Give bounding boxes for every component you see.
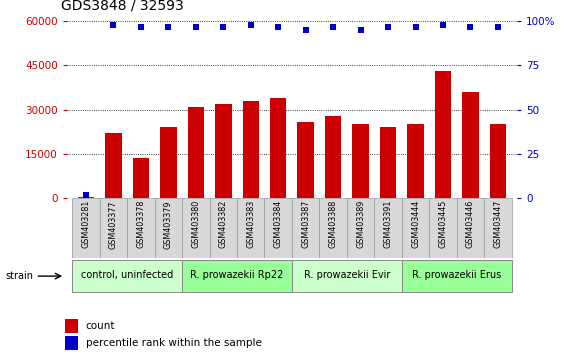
Text: control, uninfected: control, uninfected — [81, 270, 173, 280]
Point — [274, 24, 283, 29]
Point — [218, 24, 228, 29]
Point — [438, 22, 447, 28]
Bar — [182, 198, 210, 258]
Bar — [407, 125, 424, 198]
Bar — [490, 125, 506, 198]
Point — [328, 24, 338, 29]
Text: GSM403444: GSM403444 — [411, 200, 420, 248]
Text: percentile rank within the sample: percentile rank within the sample — [85, 338, 261, 348]
Bar — [237, 198, 264, 258]
Bar — [270, 98, 286, 198]
Bar — [352, 125, 369, 198]
Text: GSM403384: GSM403384 — [274, 200, 283, 248]
Bar — [72, 198, 100, 258]
Text: GSM403446: GSM403446 — [466, 200, 475, 248]
Point — [411, 24, 420, 29]
Point — [466, 24, 475, 29]
Text: GSM403388: GSM403388 — [329, 200, 338, 248]
Point — [191, 24, 200, 29]
Bar — [132, 159, 149, 198]
Bar — [429, 198, 457, 258]
Text: GSM403377: GSM403377 — [109, 200, 118, 249]
Text: GSM403445: GSM403445 — [439, 200, 447, 249]
Bar — [402, 260, 512, 292]
Bar — [457, 198, 484, 258]
Bar — [100, 198, 127, 258]
Text: GSM403387: GSM403387 — [301, 200, 310, 249]
Text: GSM403380: GSM403380 — [191, 200, 200, 248]
Bar — [462, 92, 479, 198]
Bar — [380, 127, 396, 198]
Bar — [127, 198, 155, 258]
Text: GSM403447: GSM403447 — [493, 200, 503, 249]
Text: strain: strain — [6, 271, 34, 281]
Bar — [374, 198, 402, 258]
Point — [109, 22, 118, 28]
Bar — [325, 116, 342, 198]
Bar — [105, 133, 122, 198]
Point — [164, 24, 173, 29]
Bar — [292, 198, 320, 258]
Bar — [64, 336, 78, 350]
Bar — [182, 260, 292, 292]
Text: GSM403383: GSM403383 — [246, 200, 255, 248]
Bar — [215, 104, 232, 198]
Bar — [264, 198, 292, 258]
Point — [137, 24, 146, 29]
Bar — [435, 72, 451, 198]
Bar — [484, 198, 512, 258]
Text: GDS3848 / 32593: GDS3848 / 32593 — [61, 0, 184, 12]
Bar — [155, 198, 182, 258]
Text: R. prowazekii Evir: R. prowazekii Evir — [304, 270, 390, 280]
Bar — [160, 127, 177, 198]
Text: count: count — [85, 321, 115, 331]
Text: GSM403389: GSM403389 — [356, 200, 365, 249]
Point — [81, 192, 91, 198]
Point — [246, 22, 256, 28]
Point — [356, 27, 365, 33]
Bar — [72, 260, 182, 292]
Text: GSM403281: GSM403281 — [81, 200, 91, 249]
Point — [383, 24, 393, 29]
Bar — [210, 198, 237, 258]
Text: GSM403379: GSM403379 — [164, 200, 173, 249]
Point — [493, 24, 503, 29]
Text: GSM403382: GSM403382 — [219, 200, 228, 249]
Point — [301, 27, 310, 33]
Bar — [347, 198, 374, 258]
Text: GSM403378: GSM403378 — [137, 200, 145, 249]
Bar — [78, 197, 94, 198]
Bar — [320, 198, 347, 258]
Text: R. prowazekii Erus: R. prowazekii Erus — [412, 270, 501, 280]
Text: R. prowazekii Rp22: R. prowazekii Rp22 — [191, 270, 284, 280]
Bar — [297, 121, 314, 198]
Bar — [402, 198, 429, 258]
Bar — [292, 260, 402, 292]
Text: GSM403391: GSM403391 — [383, 200, 393, 249]
Bar — [242, 101, 259, 198]
Bar — [188, 107, 204, 198]
Bar — [64, 319, 78, 333]
